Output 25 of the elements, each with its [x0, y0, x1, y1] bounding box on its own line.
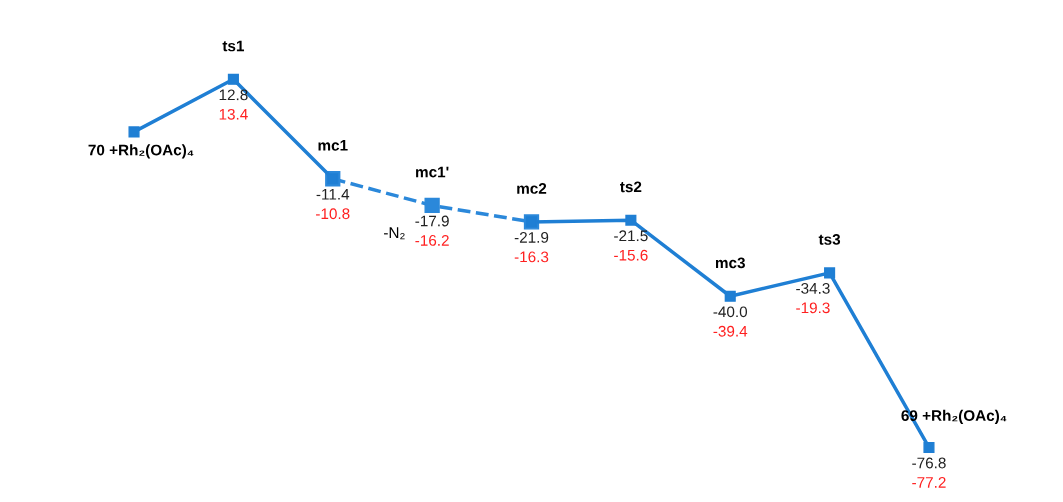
data-label: -76.8	[912, 457, 946, 469]
x-tick-label: mc1'	[416, 166, 449, 178]
annotation: -19.3	[796, 302, 830, 314]
annotation: -16.2	[415, 235, 449, 246]
annotation: 13.4	[219, 108, 248, 120]
x-tick-label: ts3	[818, 233, 841, 245]
data-label: -11.4	[316, 189, 350, 200]
data-label: -21.9	[514, 232, 549, 243]
annotation: -77.2	[912, 477, 946, 488]
annotation: -10.8	[316, 208, 350, 220]
annotation: -39.4	[713, 325, 748, 337]
annotation: -15.6	[614, 249, 648, 261]
x-tick-label: ts1	[222, 40, 245, 52]
data-label: 12.8	[219, 89, 248, 101]
x-tick-label: mc1	[318, 140, 348, 151]
data-label: -34.3	[796, 282, 830, 294]
data-label: -40.0	[713, 306, 748, 318]
x-tick-label: mc3	[715, 257, 745, 269]
annotation: -N₂	[384, 227, 405, 240]
x-tick-label: mc2	[517, 183, 547, 194]
x-tick-label: 70 +Rh₂(OAc)₄	[88, 144, 194, 159]
x-tick-label: ts2	[620, 181, 642, 193]
annotation: -16.3	[514, 251, 549, 263]
data-label: -21.5	[614, 230, 648, 242]
data-label: -17.9	[415, 215, 449, 227]
